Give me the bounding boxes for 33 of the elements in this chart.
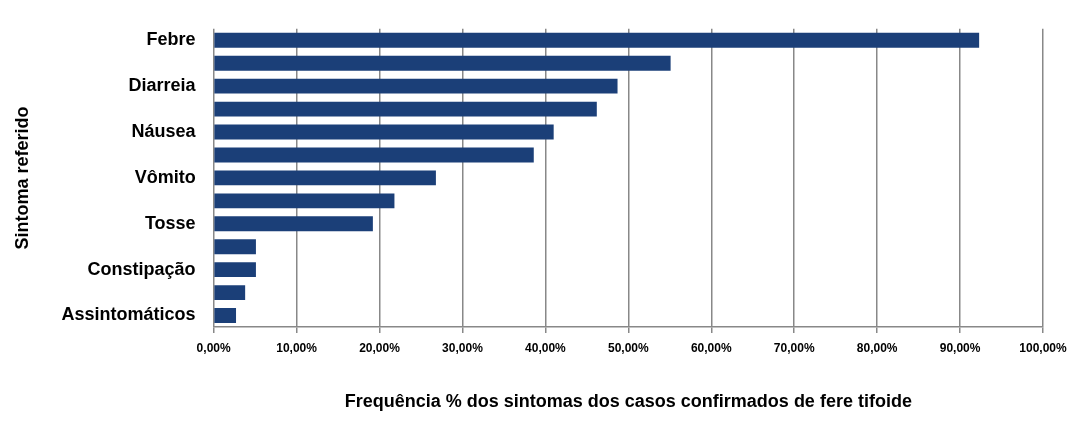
x-tick-label: 20,00% xyxy=(359,340,401,355)
y-tick-label: Constipação xyxy=(87,258,196,279)
bar xyxy=(214,285,246,301)
x-tick-label: 90,00% xyxy=(939,340,981,355)
bar xyxy=(214,308,237,323)
bar xyxy=(214,101,597,117)
bar xyxy=(214,216,373,232)
y-tick-label: Febre xyxy=(146,29,196,50)
bar xyxy=(214,147,534,163)
y-tick-label: Tosse xyxy=(144,212,196,233)
y-axis-title: Sintoma referido xyxy=(11,106,32,250)
bar xyxy=(214,78,618,94)
x-tick-label: 0,00% xyxy=(196,340,231,355)
x-tick-label: 30,00% xyxy=(442,340,484,355)
bar xyxy=(214,193,395,209)
x-tick-label: 10,00% xyxy=(276,340,318,355)
x-tick-label: 100,00% xyxy=(1019,340,1068,355)
y-tick-label: Assintomáticos xyxy=(61,304,196,325)
bar xyxy=(214,55,671,71)
x-tick-label: 70,00% xyxy=(773,340,815,355)
bar xyxy=(214,239,256,255)
x-tick-label: 50,00% xyxy=(607,340,649,355)
bar xyxy=(214,32,980,48)
x-axis-title: Frequência % dos sintomas dos casos confirmados de fere tifoide xyxy=(344,391,912,412)
bar xyxy=(214,170,436,186)
y-tick-label: Náusea xyxy=(131,120,197,141)
y-tick-label: Vômito xyxy=(134,166,196,187)
bar xyxy=(214,262,256,278)
x-tick-label: 60,00% xyxy=(690,340,732,355)
x-tick-label: 80,00% xyxy=(856,340,898,355)
bar xyxy=(214,124,554,140)
y-tick-label: Diarreia xyxy=(128,75,197,96)
x-tick-label: 40,00% xyxy=(525,340,567,355)
